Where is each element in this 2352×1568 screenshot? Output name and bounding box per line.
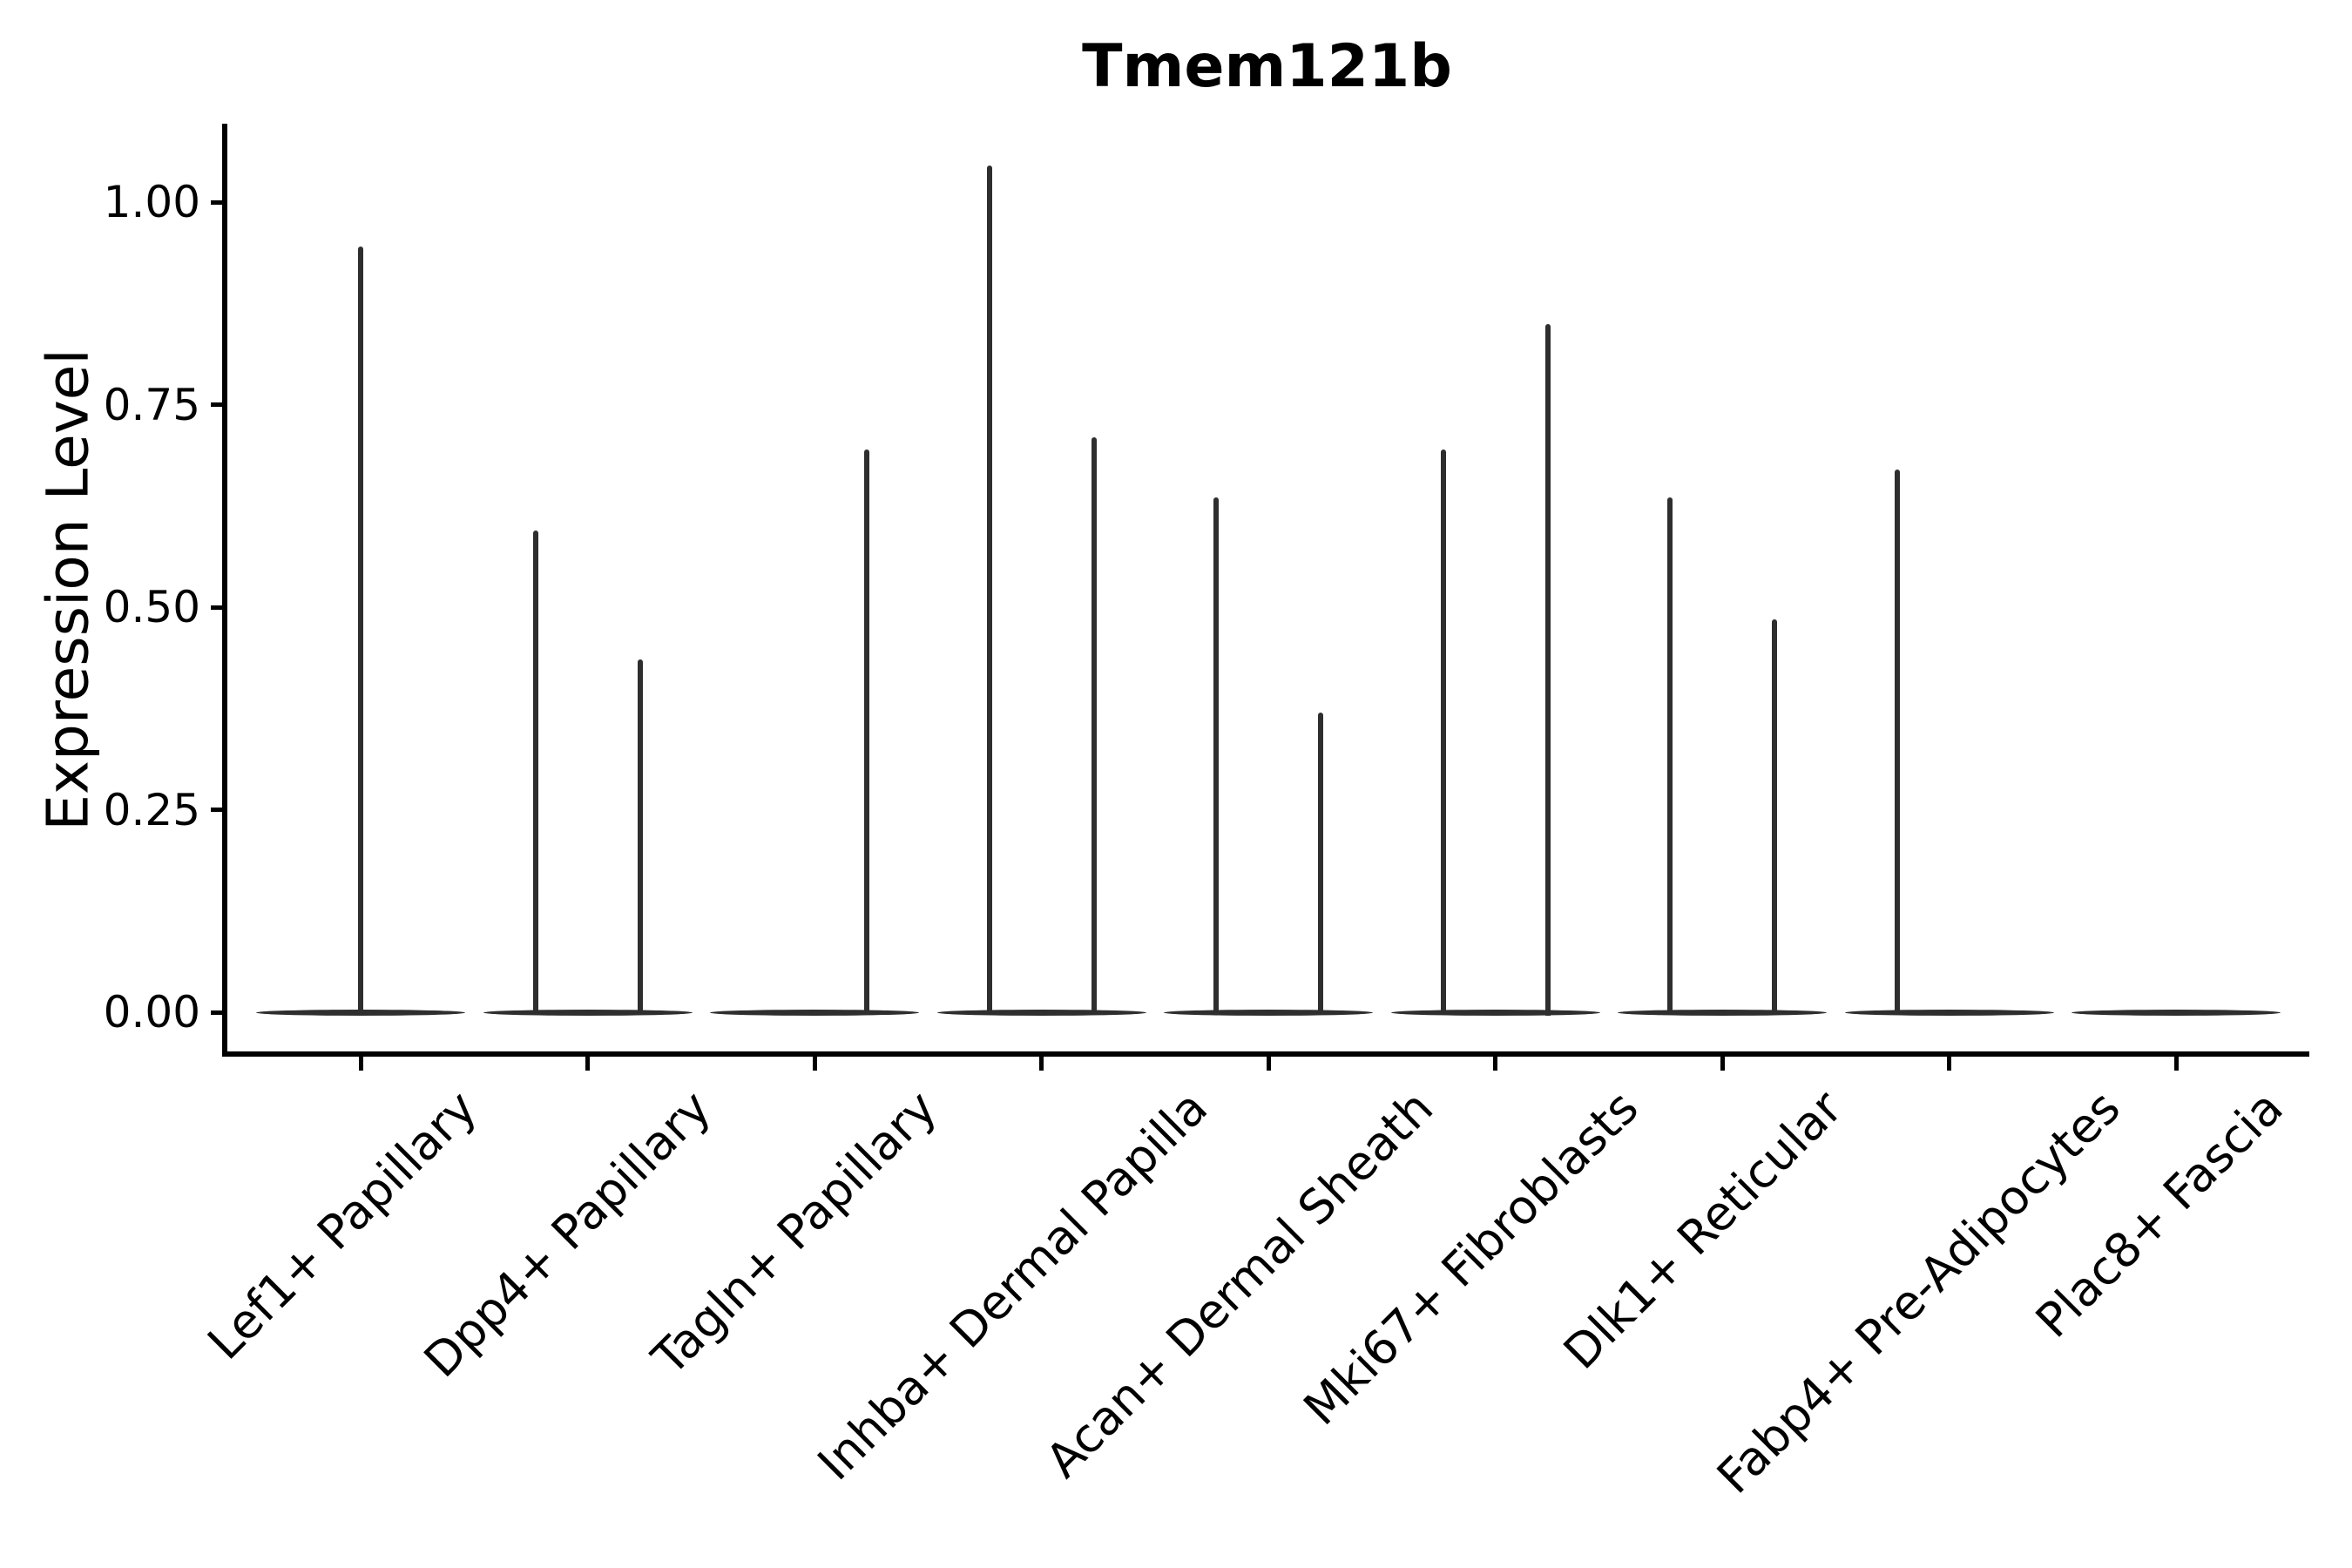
- violin-spike: [1213, 497, 1219, 1016]
- x-tick: [2173, 1057, 2179, 1071]
- x-axis-spine: [222, 1051, 2309, 1057]
- y-tick: [211, 199, 224, 205]
- x-tick: [1266, 1057, 1271, 1071]
- violin-baseline: [936, 1009, 1146, 1016]
- violin-spike: [358, 247, 363, 1016]
- y-tick-label: 0.50: [103, 582, 200, 632]
- y-tick-label: 0.00: [103, 987, 200, 1037]
- violin-baseline: [483, 1009, 693, 1016]
- y-axis-spine: [222, 124, 227, 1057]
- x-tick: [358, 1057, 363, 1071]
- x-tick: [1039, 1057, 1044, 1071]
- x-tick-label: Acan+ Dermal Sheath: [1035, 1079, 1444, 1489]
- chart-title: Tmem121b: [1082, 32, 1452, 101]
- violin-spike: [986, 166, 992, 1016]
- y-tick: [211, 808, 224, 812]
- violin-baseline: [1390, 1009, 1600, 1016]
- violin-spike: [1440, 449, 1446, 1016]
- violin-spike: [1544, 323, 1551, 1016]
- x-tick: [812, 1057, 817, 1071]
- y-tick: [211, 1010, 224, 1015]
- violin-baseline: [2072, 1009, 2281, 1016]
- violin-baseline: [1844, 1009, 2054, 1016]
- violin-spike: [1772, 618, 1777, 1016]
- violin-spike: [864, 449, 869, 1016]
- y-tick-label: 1.00: [103, 177, 200, 227]
- y-tick: [211, 605, 224, 610]
- x-tick-label: Mki67+ Fibroblasts: [1293, 1079, 1649, 1436]
- violin-spike: [1667, 497, 1673, 1016]
- y-tick: [211, 402, 224, 407]
- violin-baseline: [710, 1009, 919, 1016]
- violin-spike: [1318, 712, 1323, 1016]
- violin-baseline: [1164, 1009, 1373, 1016]
- violin-spike: [532, 530, 538, 1016]
- violin-baseline: [1618, 1009, 1827, 1016]
- y-tick-label: 0.25: [103, 784, 200, 835]
- violin-spike: [1894, 469, 1900, 1016]
- violin-spike: [1091, 436, 1097, 1016]
- x-tick: [1493, 1057, 1497, 1071]
- x-tick: [1947, 1057, 1951, 1071]
- x-tick: [585, 1057, 590, 1071]
- violin-spike: [637, 659, 643, 1016]
- x-tick: [1720, 1057, 1725, 1071]
- y-tick-label: 0.75: [103, 379, 200, 430]
